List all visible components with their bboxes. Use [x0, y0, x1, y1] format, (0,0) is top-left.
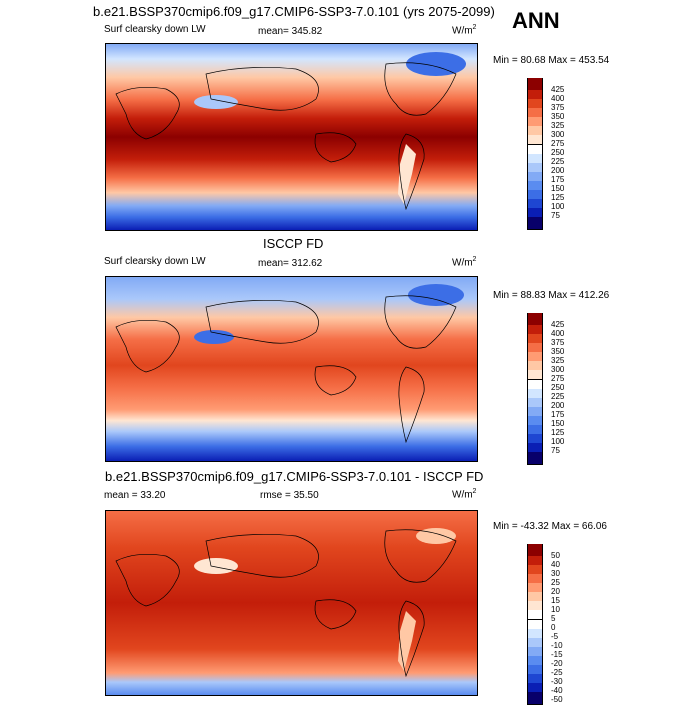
panel1-tick: 200 [551, 166, 565, 175]
panel1-units-label: W/m2 [452, 24, 477, 37]
panel1-model-map [105, 43, 478, 231]
panel3-tick: -30 [551, 677, 563, 686]
panel1-variable-label: Surf clearsky down LW [104, 24, 206, 35]
panel1-tick: 225 [551, 157, 565, 166]
panel3-tick: 20 [551, 587, 560, 596]
panel1-tick: 125 [551, 193, 565, 202]
panel2-colorbar: 425 400 375 350 325 300 275 250 225 200 … [527, 313, 564, 465]
panel3-tick: 40 [551, 560, 560, 569]
panel1-tick: 425 [551, 85, 565, 94]
panel2-tick: 75 [551, 446, 560, 455]
panel3-tick: 30 [551, 569, 560, 578]
page-title: b.e21.BSSP370cmip6.f09_g17.CMIP6-SSP3-7.… [93, 4, 495, 19]
panel1-minmax: Min = 80.68 Max = 453.54 [493, 55, 610, 66]
panel2-tick: 250 [551, 383, 565, 392]
panel3-units-label: W/m2 [452, 488, 477, 501]
panel2-tick: 375 [551, 338, 565, 347]
panel2-tick: 225 [551, 392, 565, 401]
panel3-tick: 5 [551, 614, 556, 623]
panel2-tick: 325 [551, 356, 565, 365]
panel1-tick: 150 [551, 184, 565, 193]
panel1-tick: 325 [551, 121, 565, 130]
season-label: ANN [512, 8, 560, 33]
panel1-tick: 400 [551, 94, 565, 103]
panel3-title: b.e21.BSSP370cmip6.f09_g17.CMIP6-SSP3-7.… [105, 469, 484, 484]
panel2-tick: 275 [551, 374, 565, 383]
panel3-difference-map [105, 510, 478, 696]
panel2-tick: 200 [551, 401, 565, 410]
panel3-minmax: Min = -43.32 Max = 66.06 [493, 521, 607, 532]
panel2-tick: 175 [551, 410, 565, 419]
panel2-obs-map [105, 276, 478, 462]
panel2-tick: 125 [551, 428, 565, 437]
panel3-tick: 50 [551, 551, 560, 560]
panel3-colorbar: 50 40 30 25 20 15 10 5 0 -5 -10 -15 -20 … [527, 544, 563, 705]
panel3-tick: 25 [551, 578, 560, 587]
panel1-tick: 100 [551, 202, 565, 211]
panel3-tick: -25 [551, 668, 563, 677]
panel2-tick: 300 [551, 365, 565, 374]
panel1-mean-label: mean= 345.82 [258, 26, 323, 37]
panel2-tick: 150 [551, 419, 565, 428]
panel2-variable-label: Surf clearsky down LW [104, 256, 206, 267]
panel3-mean-label: mean = 33.20 [104, 490, 166, 501]
panel1-tick: 375 [551, 103, 565, 112]
panel3-tick: 10 [551, 605, 560, 614]
panel1-colorbar: 425 400 375 350 325 300 275 250 225 200 … [527, 78, 564, 230]
panel3-tick: -5 [551, 632, 559, 641]
panel2-units-label: W/m2 [452, 256, 477, 269]
panel1-tick: 350 [551, 112, 565, 121]
panel3-tick: -15 [551, 650, 563, 659]
panel1-tick: 75 [551, 211, 560, 220]
panel2-tick: 100 [551, 437, 565, 446]
panel3-tick: 15 [551, 596, 560, 605]
panel1-tick: 300 [551, 130, 565, 139]
panel2-title: ISCCP FD [263, 236, 324, 251]
panel3-tick: 0 [551, 623, 556, 632]
panel3-tick: -20 [551, 659, 563, 668]
panel3-rmse-label: rmse = 35.50 [260, 490, 319, 501]
panel2-tick: 350 [551, 347, 565, 356]
panel3-tick: -40 [551, 686, 563, 695]
panel2-mean-label: mean= 312.62 [258, 258, 323, 269]
panel2-tick: 400 [551, 329, 565, 338]
panel3-tick: -10 [551, 641, 563, 650]
panel1-tick: 275 [551, 139, 565, 148]
panel1-tick: 250 [551, 148, 565, 157]
panel2-tick: 425 [551, 320, 565, 329]
panel2-minmax: Min = 88.83 Max = 412.26 [493, 290, 610, 301]
panel1-tick: 175 [551, 175, 565, 184]
